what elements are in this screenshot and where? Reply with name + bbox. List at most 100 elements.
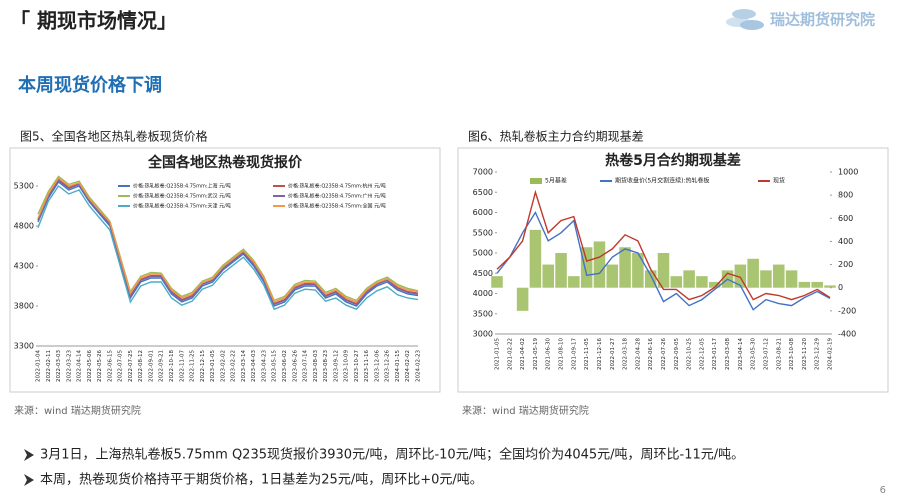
bar: [670, 276, 683, 288]
chart-title: 全国各地区热卷现货报价: [147, 154, 303, 171]
x-tick-label: 2022-05-06: [87, 350, 93, 382]
x-tick-label: 2021-06-30: [546, 338, 552, 370]
x-tick-label: 2022-04-14: [77, 350, 83, 382]
bar: [580, 247, 593, 288]
x-tick-label: 2022-07-26: [661, 338, 667, 370]
x-tick-label: 2023-11-20: [802, 338, 808, 370]
x-tick-label: 2023-08-23: [323, 350, 329, 382]
x-tick-label: 2023-04-23: [261, 350, 267, 382]
logo: [726, 9, 764, 30]
y-tick-label: 4500: [473, 269, 493, 278]
x-tick-label: 2021-08-10: [559, 338, 565, 370]
x-tick-label: 2022-01-04: [36, 350, 42, 382]
y-tick-label: 3500: [473, 309, 493, 318]
bullet-icon: [24, 474, 34, 486]
bar: [824, 285, 836, 288]
x-tick-label: 2022-06-16: [648, 338, 654, 370]
bar: [568, 276, 580, 288]
legend-label: 价格:热轧板卷:Q235B:4.75mm:武汉 元/吨: [133, 193, 231, 200]
y2-tick-label: 200: [838, 260, 853, 269]
x-tick-label: 2021-11-05: [584, 338, 590, 370]
y-tick-label: 4300: [14, 262, 34, 271]
x-tick-label: 2023-07-12: [763, 338, 769, 370]
x-tick-label: 2022-02-11: [46, 350, 52, 382]
y2-tick-label: 1000: [838, 168, 858, 177]
bar: [644, 270, 657, 288]
y2-tick-label: 400: [838, 237, 853, 246]
x-tick-label: 2022-09-21: [159, 350, 165, 382]
bar: [773, 264, 785, 288]
x-tick-label: 2023-09-12: [333, 350, 339, 382]
bar: [529, 229, 542, 288]
x-tick-label: 2024-01-15: [395, 350, 401, 382]
x-tick-label: 2023-01-17: [712, 338, 718, 370]
legend-label: 期货收盘价(5月交割连续):热轧卷板: [615, 177, 710, 185]
bar: [734, 264, 747, 288]
x-tick-label: 2023-12-26: [385, 350, 391, 382]
x-tick-label: 2022-06-15: [107, 350, 113, 382]
x-tick-label: 2021-04-02: [520, 338, 526, 370]
x-tick-label: 2023-02-22: [231, 350, 237, 382]
x-tick-label: 2023-06-26: [292, 350, 298, 382]
x-tick-label: 2022-04-28: [635, 338, 641, 370]
x-tick-label: 2022-12-15: [200, 350, 206, 382]
x-tick-label: 2023-02-02: [220, 350, 226, 382]
bar: [555, 253, 567, 288]
x-tick-label: 2023-05-15: [272, 350, 278, 382]
line-series: [496, 211, 831, 311]
legend-label: 价格:热轧板卷:Q235B:4.75mm:广州 元/吨: [288, 193, 386, 200]
x-tick-label: 2023-10-09: [344, 350, 350, 382]
bar: [491, 276, 503, 288]
line-series: [37, 175, 419, 302]
x-tick-label: 2021-05-19: [533, 338, 539, 370]
bar: [683, 270, 695, 288]
x-tick-label: 2022-07-25: [128, 350, 134, 382]
y-tick-label: 3800: [14, 302, 34, 311]
y-tick-label: 7000: [473, 168, 493, 177]
x-tick-label: 2022-09-05: [674, 338, 680, 370]
line-series: [37, 184, 419, 311]
chart-title: 热卷5月合约期现基差: [605, 152, 741, 169]
x-tick-label: 2023-07-14: [303, 350, 309, 382]
x-tick-label: 2023-04-14: [738, 338, 744, 370]
y2-tick-label: 600: [838, 214, 853, 223]
y-tick-label: 5300: [14, 182, 34, 191]
line-series: [37, 180, 419, 307]
bullet-icon: [24, 449, 34, 461]
header-title: 「 期现市场情况」: [10, 9, 177, 33]
x-tick-label: 2023-04-03: [251, 350, 257, 382]
x-tick-label: 2022-03-18: [623, 338, 629, 370]
x-tick-label: 2023-01-05: [210, 350, 216, 382]
bar: [606, 264, 619, 288]
bar: [632, 253, 644, 288]
x-tick-label: 2023-05-30: [751, 338, 757, 370]
legend-label: 价格:热轧板卷:Q235B:4.75mm:杭州 元/吨: [288, 183, 386, 190]
x-tick-label: 2022-03-03: [56, 350, 62, 382]
bar: [811, 281, 823, 288]
x-tick-label: 2023-12-29: [815, 338, 821, 370]
x-tick-label: 2022-08-12: [138, 350, 144, 382]
x-tick-label: 2022-10-25: [687, 338, 693, 370]
x-tick-label: 2024-02-02: [405, 350, 411, 382]
bar: [657, 253, 670, 288]
page-number: 6: [880, 485, 886, 496]
x-tick-label: 2022-09-01: [148, 350, 154, 382]
y2-tick-label: 800: [838, 191, 853, 200]
y-tick-label: 5500: [473, 228, 493, 237]
legend-swatch: [530, 178, 542, 184]
source: 来源：wind 瑞达期货研究院: [14, 404, 141, 417]
x-tick-label: 2024-02-23: [416, 350, 422, 382]
legend-label: 价格:热轧板卷:Q235B:4.75mm:全国 元/吨: [288, 203, 386, 210]
legend-label: 5月基差: [545, 177, 567, 185]
line-series: [37, 179, 419, 306]
bar: [619, 247, 631, 288]
y-tick-label: 4800: [14, 222, 34, 231]
bar: [708, 281, 721, 288]
x-tick-label: 2022-12-05: [699, 338, 705, 370]
legend-label: 价格:热轧板卷:Q235B:4.75mm:天津 元/吨: [133, 203, 231, 210]
figure-caption: 图6、热轧卷板主力合约期现基差: [468, 129, 644, 144]
section-title: 本周现货价格下调: [18, 74, 162, 96]
bar: [798, 281, 811, 288]
y2-tick-label: -200: [838, 306, 856, 315]
